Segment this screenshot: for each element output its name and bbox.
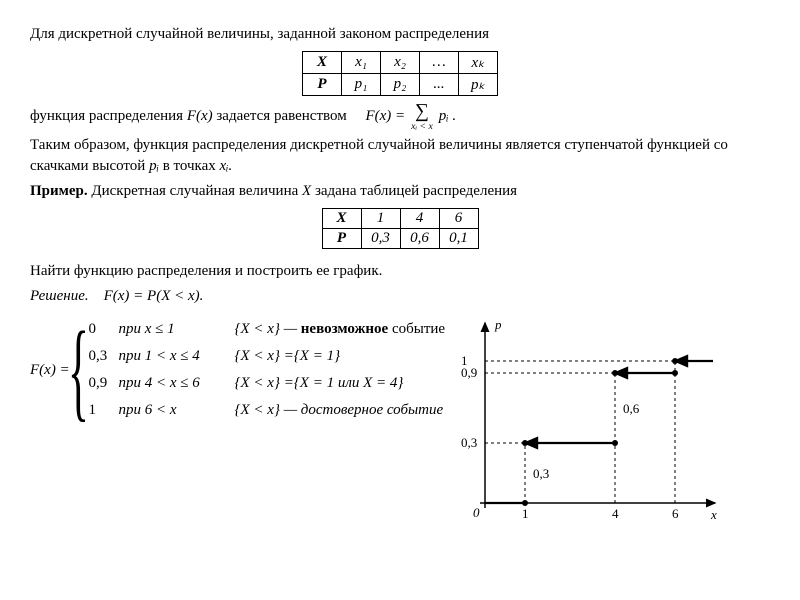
fx-eq: F(x) =: [365, 106, 405, 127]
svg-text:0: 0: [473, 505, 480, 520]
svg-text:6: 6: [672, 506, 679, 521]
svg-text:0,3: 0,3: [461, 435, 477, 450]
case-0: 0 при x ≤ 1 {X < x} — невозможное событи…: [89, 321, 446, 338]
primer-text: Дискретная случайная величина: [91, 183, 302, 199]
svg-text:x: x: [710, 507, 717, 522]
brace-icon: {: [68, 326, 89, 414]
fx-lhs: F(x) =: [30, 362, 70, 379]
case1-note: {X < x} ={X = 1}: [235, 348, 341, 365]
resh-label: Решение.: [30, 288, 89, 304]
case0-set: {X < x} —: [235, 321, 301, 337]
intro3a: Таким образом, функция распределения дис…: [30, 137, 728, 174]
pi: pᵢ: [149, 158, 159, 174]
t2-p2: 0,6: [400, 229, 439, 249]
svg-text:0,3: 0,3: [533, 466, 549, 481]
c-x1: x₁: [342, 52, 381, 74]
distribution-table-2: X 1 4 6 P 0,3 0,6 0,1: [30, 208, 770, 249]
case0-bold: невозможное: [301, 321, 388, 337]
sum-symbol: ∑ xᵢ < x: [411, 102, 433, 131]
th-P: P: [303, 74, 342, 96]
case0-tail: событие: [388, 321, 445, 337]
case3-cond: при 6 < x: [119, 402, 229, 419]
case-1: 0,3 при 1 < x ≤ 4 {X < x} ={X = 1}: [89, 348, 446, 365]
case2-val: 0,9: [89, 375, 119, 392]
primer-text2: задана таблицей распределения: [315, 183, 517, 199]
piecewise-fx: F(x) = { 0 при x ≤ 1 {X < x} — невозможн…: [30, 321, 445, 419]
case2-cond: при 4 < x ≤ 6: [119, 375, 229, 392]
case0-note: {X < x} — невозможное событие: [235, 321, 446, 338]
case1-cond: при 1 < x ≤ 4: [119, 348, 229, 365]
c-xk: xₖ: [459, 52, 498, 74]
intro3b: в точках: [163, 158, 220, 174]
t2-p1: 0,3: [361, 229, 400, 249]
fx-sym: F(x): [187, 108, 213, 124]
t2-6: 6: [439, 209, 478, 229]
svg-text:0,6: 0,6: [623, 401, 640, 416]
intro-3: Таким образом, функция распределения дис…: [30, 135, 770, 177]
solution-line: Решение. F(x) = P(X < x).: [30, 286, 770, 307]
case-3: 1 при 6 < x {X < x} — достоверное событи…: [89, 402, 446, 419]
th-X: X: [303, 52, 342, 74]
svg-text:4: 4: [612, 506, 619, 521]
svg-text:1: 1: [522, 506, 529, 521]
c-dots2: ...: [420, 74, 459, 96]
intro-1: Для дискретной случайной величины, задан…: [30, 24, 770, 45]
c-pk: pₖ: [459, 74, 498, 96]
intro2b: задается равенством: [216, 108, 346, 124]
svg-text:1: 1: [461, 353, 468, 368]
case0-val: 0: [89, 321, 119, 338]
c-x2: x₂: [381, 52, 420, 74]
case3-note: {X < x} — достоверное событие: [235, 402, 444, 419]
x-var: X: [302, 183, 311, 199]
case2-note: {X < x} ={X = 1 или X = 4}: [235, 375, 404, 392]
example-line: Пример. Дискретная случайная величина X …: [30, 181, 770, 202]
case1-val: 0,3: [89, 348, 119, 365]
intro2a: функция распределения: [30, 108, 187, 124]
resh-formula: F(x) = P(X < x).: [104, 288, 204, 304]
case-2: 0,9 при 4 < x ≤ 6 {X < x} ={X = 1 или X …: [89, 375, 446, 392]
t2-1: 1: [361, 209, 400, 229]
c-p2: p₂: [381, 74, 420, 96]
primer-label: Пример.: [30, 183, 88, 199]
c-dots: …: [420, 52, 459, 74]
c-p1: p₁: [342, 74, 381, 96]
sum-sub: xᵢ < x: [411, 122, 433, 132]
case3-val: 1: [89, 402, 119, 419]
sum-term: pᵢ .: [439, 106, 456, 127]
find-line: Найти функцию распределения и построить …: [30, 261, 770, 282]
t2-p3: 0,1: [439, 229, 478, 249]
case0-cond: при x ≤ 1: [119, 321, 229, 338]
cdf-graph: 0xp1460,30,910,30,6: [455, 313, 725, 533]
distribution-table-1: X x₁ x₂ … xₖ P p₁ p₂ ... pₖ: [30, 51, 770, 96]
t2-P: P: [322, 229, 361, 249]
xi: xᵢ.: [220, 158, 233, 174]
fx-formula: F(x) = ∑ xᵢ < x pᵢ .: [365, 102, 456, 131]
intro-2: функция распределения F(x) задается раве…: [30, 102, 770, 131]
t2-X: X: [322, 209, 361, 229]
t2-4: 4: [400, 209, 439, 229]
svg-text:p: p: [494, 317, 502, 332]
